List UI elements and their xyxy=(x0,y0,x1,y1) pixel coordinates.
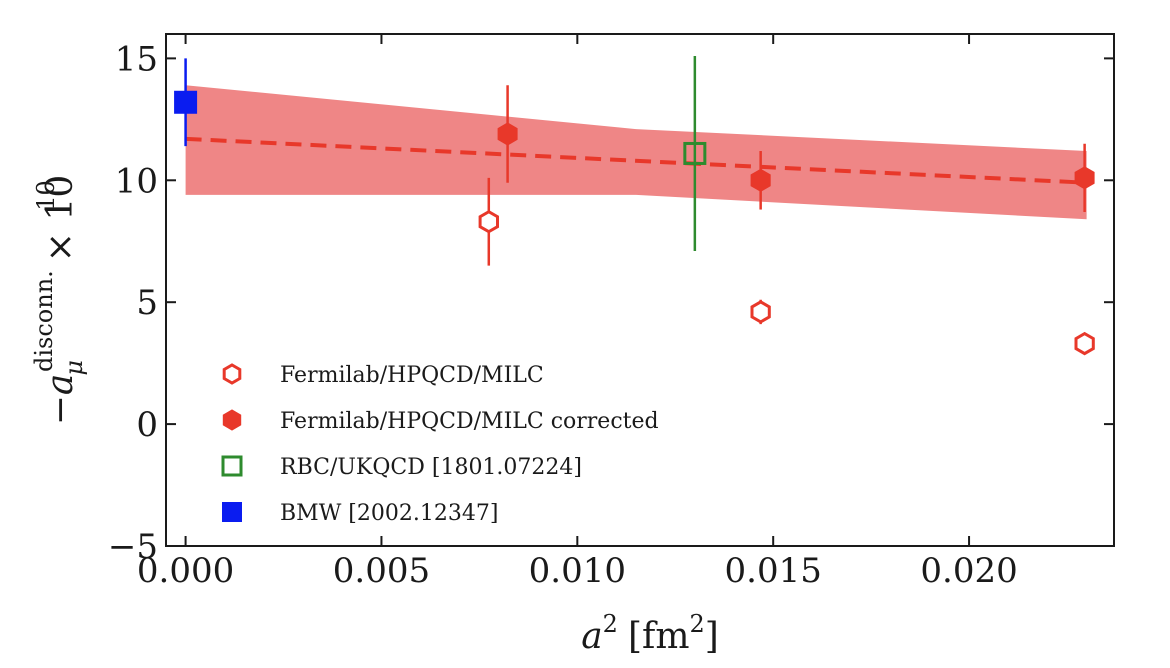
fit-line xyxy=(185,136,1087,185)
data-point-s0-p1 xyxy=(750,300,771,324)
fit-line-layer xyxy=(185,136,1087,185)
x-tick-label-4: 0.020 xyxy=(920,551,1017,591)
data-point-s0-p2 xyxy=(1074,331,1095,356)
fit-band-layer xyxy=(185,85,1087,220)
legend: Fermilab/HPQCD/MILC Fermilab/HPQCD/MILC c… xyxy=(221,363,659,526)
legend-label-2: RBC/UKQCD [1801.07224] xyxy=(280,455,582,480)
y-tick-label-3: 10 xyxy=(115,161,158,201)
y-tick-label-1: 0 xyxy=(136,405,158,445)
data-point-s3-p0 xyxy=(174,90,198,114)
y-tick-label-0: −5 xyxy=(108,527,158,567)
fit-error-band xyxy=(185,85,1087,220)
data-point-s2-p0 xyxy=(683,141,707,165)
data-point-s1-p2 xyxy=(1074,166,1095,190)
axis-ticks-layer: 0.000 0.005 0.010 0.015 0.020 −5 0 5 10 15 xyxy=(108,34,1114,591)
x-axis-label: a2 [fm2] xyxy=(581,610,719,657)
y-tick-label-2: 5 xyxy=(136,283,158,323)
y-tick-label-4: 15 xyxy=(115,39,158,79)
x-tick-label-3: 0.015 xyxy=(725,551,822,591)
legend-marker-0 xyxy=(222,363,242,385)
legend-marker-3 xyxy=(222,502,242,522)
x-tick-label-2: 0.010 xyxy=(529,551,626,591)
data-point-s1-p1 xyxy=(750,168,771,192)
y-axis-label: −aμdisconn.× 1010 xyxy=(30,175,88,425)
plot-frame xyxy=(165,33,1115,547)
legend-label-3: BMW [2002.12347] xyxy=(280,501,498,526)
legend-label-1: Fermilab/HPQCD/MILC corrected xyxy=(280,409,659,434)
legend-marker-2 xyxy=(221,455,243,477)
legend-label-0: Fermilab/HPQCD/MILC xyxy=(280,363,544,388)
x-tick-label-1: 0.005 xyxy=(333,551,430,591)
data-points-layer xyxy=(174,55,1095,356)
data-point-s1-p0 xyxy=(497,122,518,146)
x-tick-label-0: 0.000 xyxy=(137,551,234,591)
legend-marker-1 xyxy=(222,409,242,431)
data-point-s0-p0 xyxy=(478,209,499,234)
